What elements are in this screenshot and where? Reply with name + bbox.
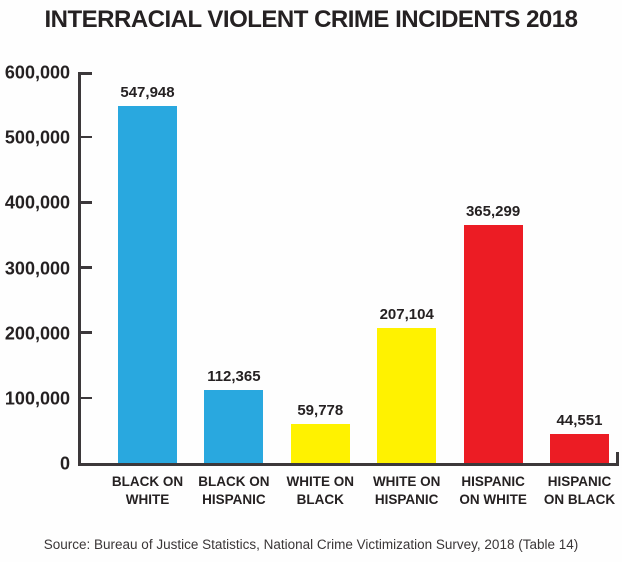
bar-value-label: 59,778 <box>297 402 344 419</box>
y-tick-label: 600,000 <box>4 62 70 83</box>
category-label-line: BLACK ON <box>198 474 270 489</box>
x-axis-line <box>78 463 619 466</box>
category-label: BLACK ON HISPANIC <box>188 473 280 508</box>
bar-hispanic-on-white <box>463 225 523 463</box>
y-axis-line <box>78 72 81 466</box>
category-label-line: BLACK ON <box>111 474 184 489</box>
category-label-line: WHITE <box>125 491 170 507</box>
y-tick-mark <box>81 72 92 75</box>
bar-white-on-black <box>290 424 350 463</box>
category-label: BLACK ON WHITE <box>102 473 194 508</box>
y-tick-mark <box>81 201 92 204</box>
source-note: Source: Bureau of Justice Statistics, Na… <box>43 537 579 552</box>
y-tick-mark <box>81 396 92 400</box>
category-label: HISPANIC ON BLACK <box>534 473 622 508</box>
chart-title: INTERRACIAL VIOLENT CRIME INCIDENTS 2018 <box>44 6 578 33</box>
y-tick-mark <box>81 266 92 269</box>
y-tick-label: 200,000 <box>4 323 70 344</box>
category-label: HISPANIC ON WHITE <box>447 473 539 508</box>
y-tick-label: 300,000 <box>4 258 70 278</box>
category-label-line: BLACK <box>296 491 344 507</box>
bar-white-on-hispanic <box>377 328 437 463</box>
category-label-line: WHITE ON <box>286 474 355 489</box>
category-label: WHITE ON HISPANIC <box>361 473 453 508</box>
bar-black-on-white <box>118 106 177 463</box>
y-tick-mark <box>81 331 92 334</box>
bar-value-label: 44,551 <box>556 412 603 429</box>
y-tick-label: 0 <box>59 453 70 474</box>
category-label-line: HISPANIC <box>461 474 525 489</box>
category-label: WHITE ON BLACK <box>274 473 366 508</box>
bar-black-on-hispanic <box>204 390 264 463</box>
category-label-line: HISPANIC <box>202 491 266 507</box>
bar-value-label: 547,948 <box>120 84 175 101</box>
category-label-line: HISPANIC <box>547 474 612 489</box>
category-label-line: ON WHITE <box>459 491 527 507</box>
x-axis-end-tick <box>616 452 619 463</box>
y-tick-mark <box>81 135 92 139</box>
y-tick-label: 500,000 <box>4 127 70 148</box>
bar-value-label: 112,365 <box>207 368 261 385</box>
bar-hispanic-on-black <box>550 434 609 463</box>
category-label-line: WHITE ON <box>372 474 441 489</box>
y-tick-label: 400,000 <box>4 192 70 213</box>
bar-value-label: 365,299 <box>465 203 521 220</box>
category-label-line: HISPANIC <box>374 491 439 507</box>
bar-value-label: 207,104 <box>379 306 434 323</box>
y-tick-label: 100,000 <box>4 388 70 409</box>
category-label-line: ON BLACK <box>543 491 616 507</box>
